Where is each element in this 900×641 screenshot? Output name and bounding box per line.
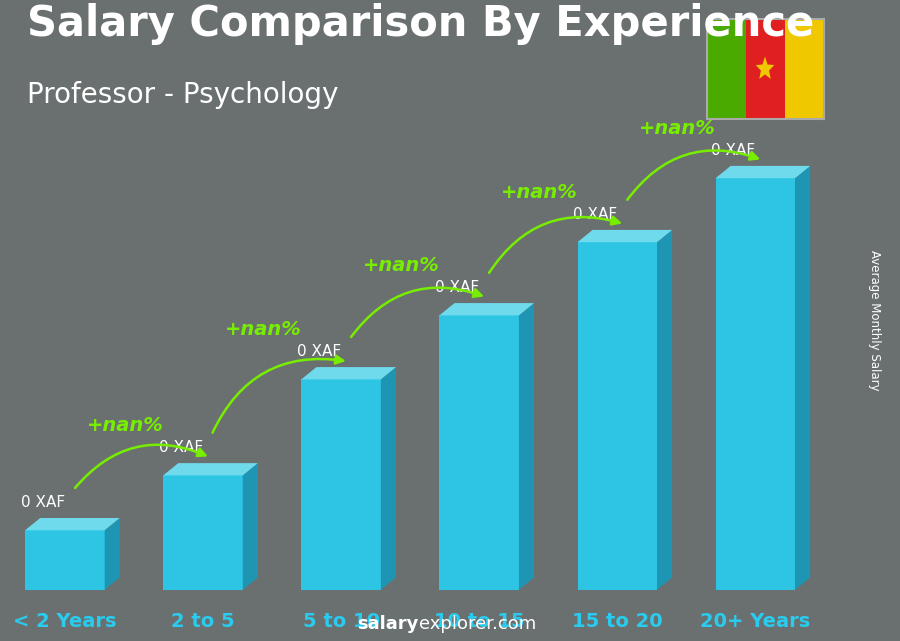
Text: Average Monthly Salary: Average Monthly Salary [868, 250, 881, 391]
Polygon shape [796, 166, 810, 590]
Polygon shape [302, 379, 381, 590]
Polygon shape [104, 518, 120, 590]
Polygon shape [25, 530, 104, 590]
Polygon shape [578, 242, 657, 590]
Polygon shape [756, 56, 774, 79]
Polygon shape [745, 19, 785, 119]
Text: Professor - Psychology: Professor - Psychology [27, 81, 338, 109]
Text: 0 XAF: 0 XAF [297, 344, 341, 359]
Text: < 2 Years: < 2 Years [14, 612, 117, 631]
Text: 5 to 10: 5 to 10 [302, 612, 380, 631]
Text: 15 to 20: 15 to 20 [572, 612, 662, 631]
Text: Salary Comparison By Experience: Salary Comparison By Experience [27, 3, 814, 45]
Text: 0 XAF: 0 XAF [711, 142, 756, 158]
Polygon shape [706, 19, 745, 119]
Text: 20+ Years: 20+ Years [700, 612, 811, 631]
Text: explorer.com: explorer.com [418, 615, 536, 633]
Polygon shape [519, 303, 534, 590]
Text: +nan%: +nan% [225, 320, 302, 339]
Polygon shape [25, 518, 120, 530]
Polygon shape [163, 476, 243, 590]
Polygon shape [302, 367, 396, 379]
Text: 0 XAF: 0 XAF [573, 206, 617, 222]
Text: +nan%: +nan% [639, 119, 716, 138]
Text: +nan%: +nan% [501, 183, 578, 202]
Text: 2 to 5: 2 to 5 [171, 612, 235, 631]
Text: 0 XAF: 0 XAF [21, 495, 65, 510]
Polygon shape [381, 367, 396, 590]
Polygon shape [163, 463, 257, 476]
Text: +nan%: +nan% [363, 256, 440, 275]
Polygon shape [716, 166, 810, 178]
Text: 0 XAF: 0 XAF [159, 440, 203, 454]
Text: 0 XAF: 0 XAF [436, 279, 480, 295]
Polygon shape [578, 230, 672, 242]
Polygon shape [657, 230, 672, 590]
Polygon shape [243, 463, 257, 590]
Polygon shape [439, 315, 519, 590]
Text: salary: salary [357, 615, 418, 633]
Polygon shape [716, 178, 796, 590]
Polygon shape [785, 19, 824, 119]
Text: 10 to 15: 10 to 15 [434, 612, 525, 631]
Polygon shape [439, 303, 534, 315]
Text: +nan%: +nan% [86, 416, 164, 435]
